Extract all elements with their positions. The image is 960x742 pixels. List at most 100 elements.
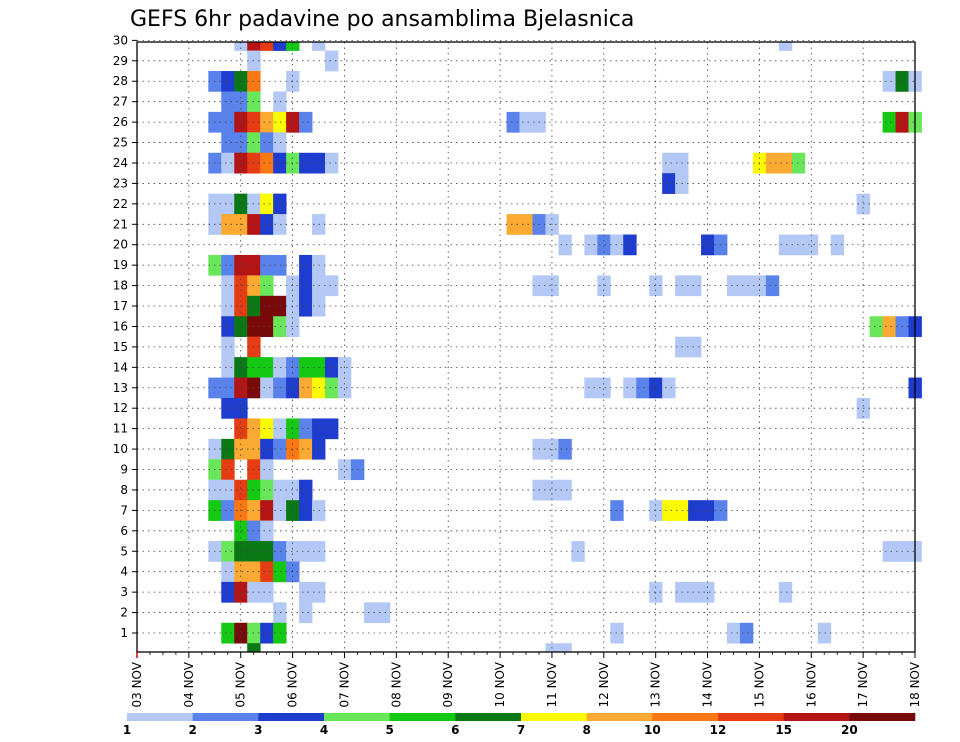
heatmap-cell [506, 214, 520, 235]
heatmap-cell [260, 214, 274, 235]
heatmap-cell [584, 234, 598, 256]
colorbar-swatch [652, 713, 719, 721]
heatmap-cell [662, 500, 676, 521]
heatmap-cell [221, 500, 235, 521]
heatmap-cell [623, 377, 637, 399]
x-tick-label: 13 NOV [649, 661, 663, 707]
heatmap-cell [260, 622, 274, 644]
heatmap-cell [299, 111, 313, 133]
x-tick-label: 07 NOV [337, 661, 351, 707]
heatmap-cell [584, 377, 598, 399]
colorbar-swatch [127, 713, 193, 721]
heatmap-cell [286, 275, 300, 297]
heatmap-cell [260, 42, 274, 51]
y-tick-label: 14 [113, 360, 128, 374]
x-tick-label: 18 NOV [908, 661, 922, 707]
y-tick-label: 15 [113, 340, 128, 354]
heatmap-cell [234, 520, 248, 542]
heatmap-cell [221, 541, 235, 562]
heatmap-cell [286, 541, 300, 562]
colorbar-swatch [783, 713, 850, 721]
y-tick-label: 4 [120, 565, 128, 579]
heatmap-cell [273, 111, 287, 133]
colorbar-swatch [849, 713, 916, 721]
heatmap-cell [260, 132, 274, 154]
colorbar-swatch [389, 713, 456, 721]
x-tick-label: 06 NOV [286, 661, 300, 707]
heatmap-cell [260, 541, 274, 562]
x-tick-label: 05 NOV [234, 661, 248, 707]
heatmap-cell [234, 418, 248, 440]
heatmap-cell [882, 111, 896, 133]
heatmap-cell [286, 316, 300, 337]
heatmap-cell [299, 357, 313, 378]
heatmap-cell [688, 500, 702, 521]
y-tick-label: 10 [113, 442, 128, 456]
y-tick-label: 6 [120, 524, 128, 538]
y-tick-label: 7 [120, 503, 128, 517]
heatmap-cell [234, 42, 248, 51]
heatmap-cell [234, 316, 248, 337]
heatmap-cell [804, 234, 819, 256]
heatmap-cell [234, 561, 248, 583]
heatmap-cell [558, 234, 572, 256]
colorbar-label: 5 [385, 723, 393, 737]
y-tick-label: 16 [113, 319, 128, 333]
heatmap-cell [662, 152, 676, 174]
y-tick-label: 1 [120, 626, 128, 640]
heatmap-cell [337, 459, 352, 481]
heatmap-cell [260, 581, 274, 603]
heatmap-cell [273, 561, 287, 583]
heatmap-cell [688, 581, 702, 603]
heatmap-cell [234, 193, 248, 215]
heatmap-cell [234, 397, 248, 419]
y-tick-label: 13 [113, 381, 128, 395]
y-tick-label: 5 [120, 544, 128, 558]
y-tick-label: 11 [113, 422, 128, 436]
heatmap-cell [623, 234, 637, 256]
heatmap-cell [325, 50, 339, 72]
heatmap-cell [688, 275, 702, 297]
colorbar-label: 1 [123, 723, 131, 737]
heatmap-cell [273, 438, 287, 460]
colorbar-label: 6 [451, 723, 459, 737]
heatmap-cell [221, 275, 235, 297]
y-tick-label: 2 [120, 606, 128, 620]
heatmap-cell [273, 132, 287, 154]
heatmap-cell [273, 214, 287, 235]
y-tick-label: 25 [113, 136, 128, 150]
heatmap-cell [882, 316, 896, 337]
chart-title: GEFS 6hr padavine po ansamblima Bjelasni… [130, 7, 634, 32]
heatmap-cell [325, 418, 339, 440]
heatmap-cell [726, 275, 741, 297]
heatmap-cell [791, 234, 806, 256]
heatmap-cell [260, 459, 274, 481]
heatmap-cell [726, 622, 741, 644]
heatmap-cell [273, 91, 287, 113]
heatmap-cell [221, 377, 235, 399]
heatmap-cell [299, 377, 313, 399]
colorbar-label: 3 [254, 723, 262, 737]
heatmap-cell [221, 91, 235, 113]
colorbar: 1 2 3 4 5 6 7 8 10 12 15 20 [123, 713, 916, 737]
heatmap-cell [260, 254, 274, 276]
y-tick-label: 27 [113, 95, 128, 109]
heatmap-cell [519, 214, 533, 235]
heatmap-cell [234, 111, 248, 133]
heatmap-cell [778, 42, 793, 51]
heatmap-cell [325, 152, 339, 174]
x-tick-label: 12 NOV [597, 661, 611, 707]
heatmap-cell [273, 295, 287, 317]
heatmap-cell [273, 254, 287, 276]
heatmap-cell [325, 275, 339, 297]
y-tick-label: 22 [113, 197, 128, 211]
heatmap-cell [221, 214, 235, 235]
heatmap-cell [221, 357, 235, 378]
heatmap-cell [221, 479, 235, 501]
heatmap-cell [273, 377, 287, 399]
x-tick-label: 08 NOV [389, 661, 403, 707]
heatmap-cell [286, 418, 300, 440]
heatmap-cell [597, 377, 611, 399]
heatmap-cell [558, 479, 572, 501]
colorbar-swatch [258, 713, 325, 721]
